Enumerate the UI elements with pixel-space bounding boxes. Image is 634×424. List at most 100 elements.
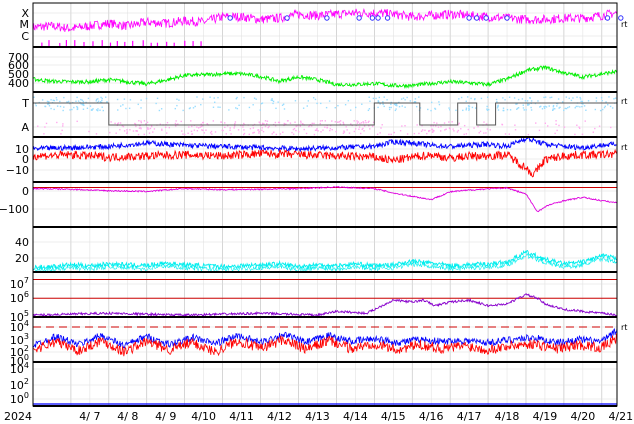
imf-sector-dot — [230, 133, 232, 135]
imf-sector-dot — [209, 132, 212, 134]
imf-sector-dot — [309, 124, 311, 127]
flare-marker — [604, 15, 611, 21]
imf-sector-dot — [509, 109, 512, 111]
imf-sector-dot — [279, 133, 282, 135]
imf-sector-dot — [576, 96, 578, 98]
imf-sector-dot — [202, 129, 204, 132]
imf-sector-dot — [380, 127, 382, 129]
imf-sector-dot — [543, 106, 545, 108]
imf-sector-dot — [522, 104, 524, 106]
imf-sector-dot — [299, 125, 302, 127]
imf-sector-dot — [339, 120, 342, 122]
imf-sector-dot — [191, 133, 193, 135]
imf-sector-dot — [465, 133, 468, 135]
imf-sector-dot — [539, 106, 541, 108]
imf-sector-dot — [234, 121, 237, 123]
imf-sector-dot — [543, 96, 545, 99]
imf-sector-dot — [97, 108, 99, 110]
imf-sector-dot — [485, 123, 488, 125]
imf-sector-dot — [126, 129, 128, 131]
imf-sector-dot — [377, 106, 379, 109]
imf-sector-dot — [443, 122, 446, 124]
imf-sector-dot — [117, 122, 120, 124]
imf-sector-dot — [75, 100, 77, 102]
imf-sector-dot — [37, 125, 39, 127]
imf-sector-dot — [145, 123, 147, 125]
imf-sector-dot — [377, 100, 380, 102]
imf-sector-dot — [71, 108, 73, 111]
imf-sector-dot — [224, 122, 226, 124]
imf-sector-dot — [404, 99, 406, 101]
imf-sector-dot — [252, 127, 255, 129]
imf-sector-dot — [242, 133, 245, 136]
imf-sector-dot — [102, 109, 104, 112]
imf-sector-dot — [200, 125, 203, 128]
imf-sector-dot — [229, 127, 231, 129]
imf-sector-dot — [224, 126, 226, 129]
imf-sector-dot — [140, 107, 142, 109]
imf-sector-dot — [463, 133, 465, 136]
imf-sector-dot — [97, 100, 100, 102]
x-tick-label: 4/18 — [495, 410, 520, 423]
imf-sector-dot — [538, 129, 541, 132]
imf-sector-dot — [324, 126, 326, 128]
imf-sector-dot — [264, 120, 267, 122]
imf-sector-dot — [339, 123, 342, 125]
imf-sector-dot — [383, 105, 385, 108]
y-tick-label: C — [21, 30, 29, 43]
imf-sector-dot — [62, 123, 64, 125]
imf-sector-dot — [526, 100, 529, 102]
imf-bz-line — [32, 148, 618, 178]
right-marker: rt — [621, 143, 627, 152]
imf-sector-dot — [297, 131, 300, 133]
imf-sector-dot — [292, 128, 295, 131]
y-tick-label: −100 — [0, 203, 29, 216]
imf-sector-dot — [125, 107, 127, 110]
imf-sector-dot — [448, 127, 451, 129]
imf-sector-dot — [41, 99, 44, 101]
imf-sector-dot — [486, 105, 488, 108]
imf-sector-dot — [80, 98, 82, 101]
density-line-2 — [32, 253, 618, 273]
imf-sector-dot — [357, 121, 359, 123]
imf-sector-dot — [517, 107, 520, 109]
imf-sector-dot — [552, 108, 554, 110]
imf-sector-dot — [34, 103, 37, 105]
imf-sector-dot — [527, 133, 530, 136]
imf-sector-dot — [343, 131, 346, 133]
imf-sector-dot — [578, 127, 581, 130]
imf-sector-dot — [189, 107, 191, 109]
imf-sector-dot — [530, 100, 533, 102]
imf-sector-dot — [486, 109, 489, 111]
imf-sector-dot — [321, 120, 323, 122]
imf-sector-dot — [81, 99, 83, 101]
x-tick-label: 4/11 — [229, 410, 254, 423]
imf-sector-dot — [292, 133, 295, 135]
imf-sector-dot — [140, 121, 143, 124]
imf-sector-dot — [486, 128, 489, 130]
imf-sector-dot — [101, 106, 103, 108]
imf-sector-dot — [448, 107, 450, 109]
imf-sector-dot — [390, 101, 392, 104]
imf-sector-dot — [314, 98, 317, 101]
imf-sector-dot — [430, 125, 432, 127]
imf-sector-dot — [379, 132, 381, 134]
y-tick-label: 0 — [22, 153, 29, 166]
imf-sector-dot — [229, 129, 231, 131]
imf-sector-dot — [466, 96, 469, 98]
imf-sector-dot — [342, 132, 345, 134]
electron-flux-line — [32, 293, 618, 318]
right-marker: rt — [621, 20, 627, 29]
imf-sector-dot — [176, 104, 178, 107]
imf-sector-dot — [329, 127, 332, 130]
imf-sector-dot — [44, 105, 47, 108]
imf-sector-dot — [398, 105, 401, 108]
imf-sector-dot — [557, 98, 560, 100]
imf-sector-dot — [468, 108, 470, 110]
imf-sector-dot — [197, 127, 200, 129]
imf-sector-dot — [82, 103, 85, 106]
imf-sector-dot — [257, 129, 260, 131]
imf-sector-dot — [401, 125, 403, 127]
imf-sector-dot — [378, 96, 381, 99]
y-tick-label: 20 — [15, 252, 29, 265]
